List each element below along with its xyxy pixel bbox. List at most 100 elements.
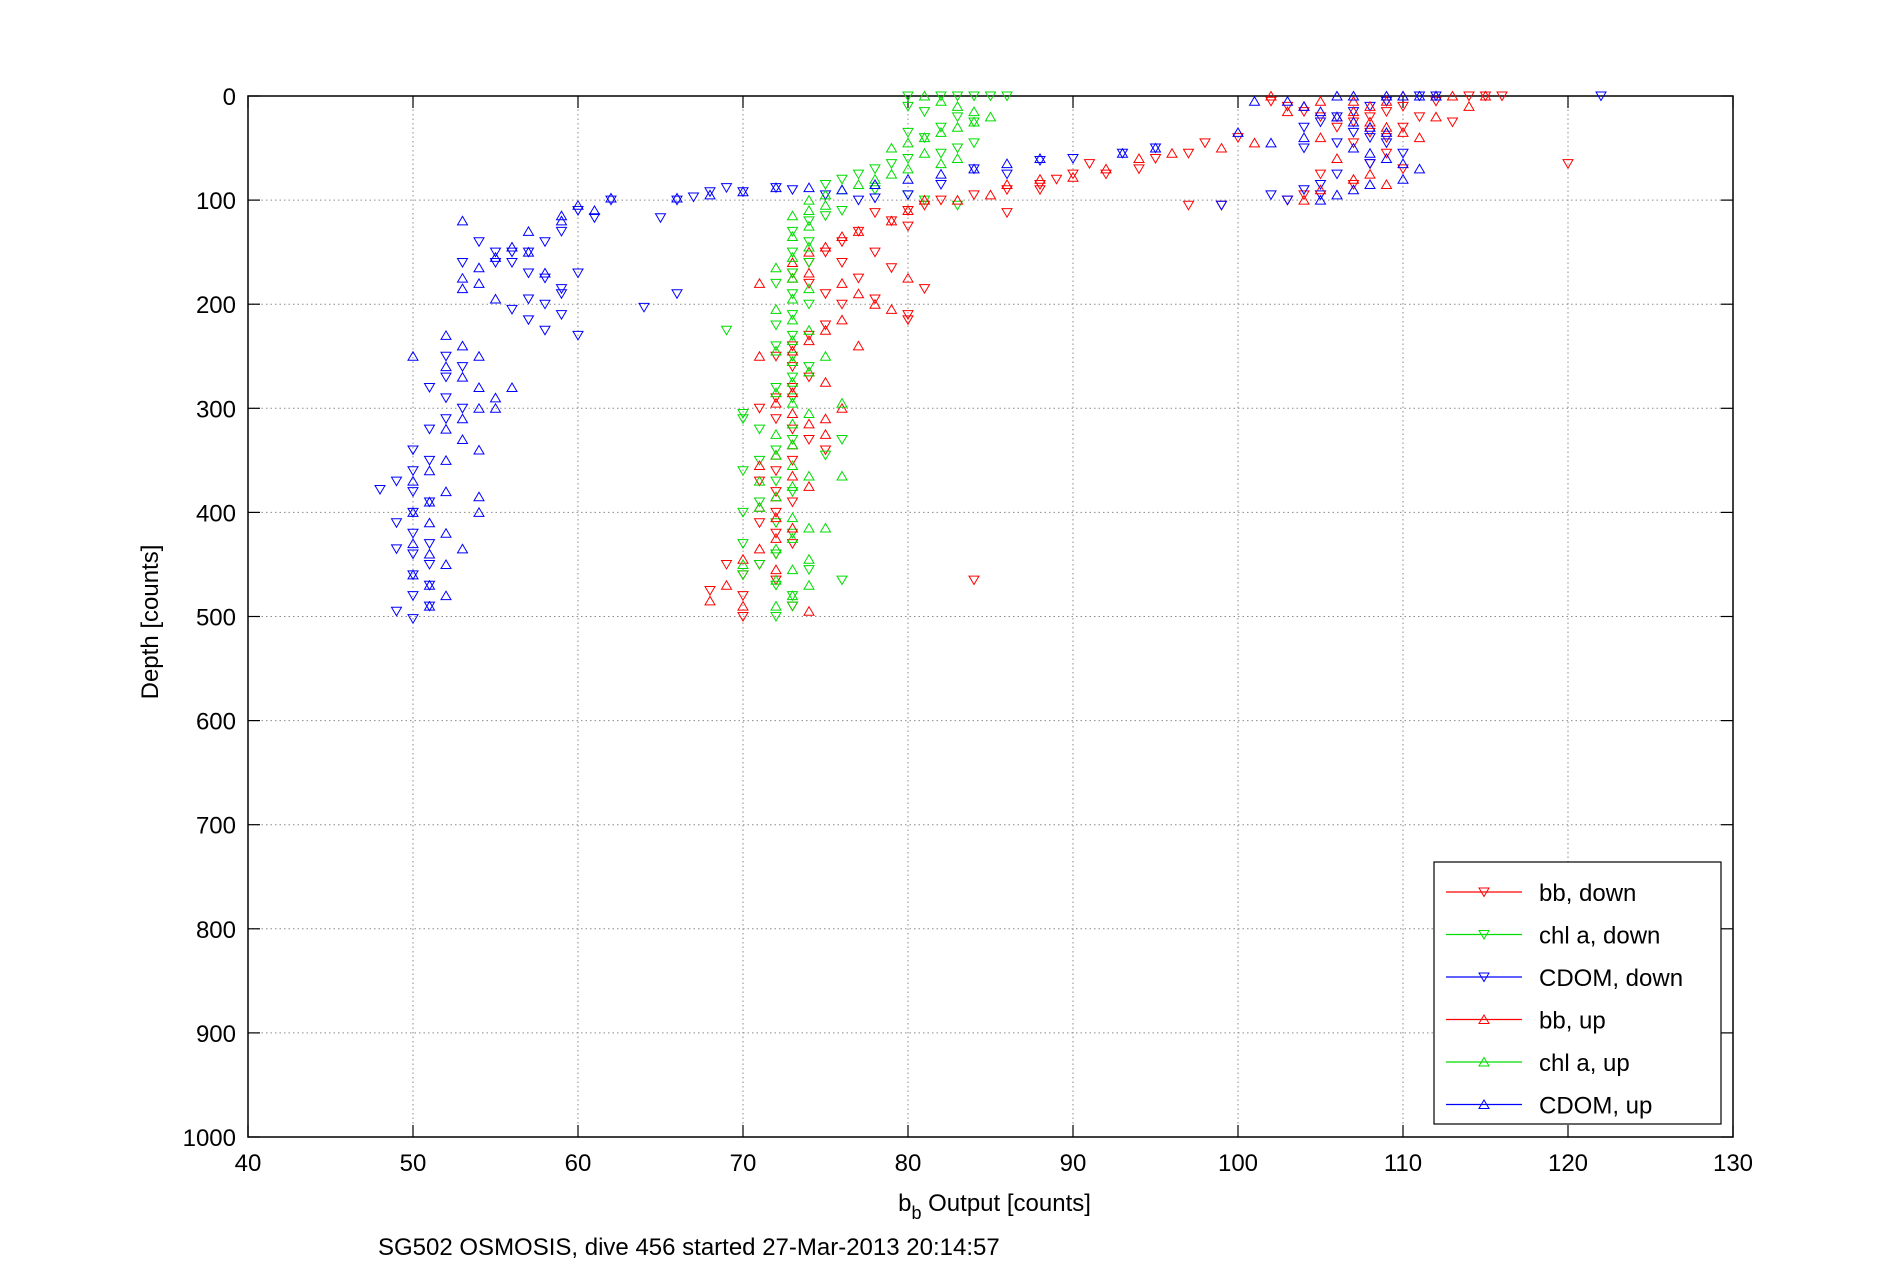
data-point: [407, 487, 419, 498]
data-point: [819, 241, 832, 252]
data-point: [1380, 95, 1393, 106]
data-point: [1314, 106, 1327, 117]
data-point: [786, 418, 799, 429]
data-point: [1281, 101, 1294, 112]
data-point: [753, 424, 766, 435]
data-point: [803, 470, 815, 481]
data-point: [902, 127, 914, 138]
data-point: [770, 445, 782, 456]
data-point: [918, 200, 931, 211]
legend-marker: [1478, 1014, 1490, 1024]
data-point: [1331, 152, 1343, 163]
data-point: [819, 522, 832, 533]
data-point: [935, 158, 947, 169]
data-point: [803, 522, 815, 533]
x-tick-label: 90: [1060, 1150, 1087, 1177]
data-point: [885, 142, 898, 153]
data-point: [753, 559, 766, 570]
data-point: [770, 600, 782, 611]
x-axis-label-main: b: [898, 1190, 911, 1217]
data-point: [489, 293, 502, 304]
data-point: [407, 466, 419, 477]
data-point: [1133, 164, 1145, 175]
data-point: [803, 362, 815, 373]
data-point: [1298, 143, 1310, 154]
data-point: [786, 231, 799, 242]
data-point: [1380, 107, 1393, 118]
data-point: [737, 409, 749, 419]
data-point: [770, 487, 782, 498]
data-point: [836, 435, 848, 446]
data-point: [506, 304, 518, 315]
data-point: [786, 382, 799, 393]
data-point: [803, 324, 815, 335]
data-point: [770, 518, 782, 529]
data-point: [852, 340, 865, 351]
data-point: [770, 387, 782, 398]
data-point: [770, 564, 782, 575]
data-point: [786, 564, 799, 575]
data-point: [803, 418, 815, 429]
data-point: [836, 174, 848, 185]
data-point: [836, 314, 848, 325]
data-point: [1166, 147, 1178, 158]
x-tick-label: 50: [400, 1150, 427, 1177]
data-point: [786, 372, 799, 383]
data-point: [786, 335, 799, 346]
data-point: [869, 247, 881, 258]
data-point: [456, 413, 469, 424]
data-point: [407, 475, 419, 486]
data-point: [819, 324, 832, 335]
data-point: [1380, 133, 1393, 144]
data-point: [770, 574, 782, 585]
data-point: [1298, 100, 1310, 111]
data-point: [753, 497, 766, 508]
data-point: [869, 294, 881, 305]
data-point: [753, 501, 766, 512]
data-point: [390, 476, 403, 487]
data-point: [852, 273, 865, 284]
data-point: [423, 600, 436, 611]
data-point: [489, 392, 502, 403]
data-point: [803, 182, 815, 193]
data-point: [1364, 159, 1376, 170]
data-point: [1397, 148, 1409, 159]
data-point: [786, 590, 799, 601]
data-point: [819, 289, 832, 300]
data-point: [1331, 111, 1343, 122]
data-point: [423, 455, 436, 466]
data-point: [753, 460, 766, 471]
data-point: [951, 121, 964, 132]
y-tick-label: 100: [196, 188, 236, 215]
data-point: [423, 465, 436, 476]
y-tick-label: 700: [196, 813, 236, 840]
data-point: [803, 205, 815, 216]
y-tick-label: 300: [196, 396, 236, 423]
data-point: [1397, 90, 1409, 101]
data-point: [918, 90, 931, 101]
data-point: [984, 189, 997, 200]
data-point: [440, 393, 452, 404]
data-point: [803, 605, 815, 616]
data-point: [1314, 169, 1327, 180]
data-point: [423, 496, 436, 507]
data-point: [819, 179, 832, 190]
data-point: [951, 152, 964, 163]
data-point: [1265, 96, 1277, 107]
data-point: [720, 325, 733, 336]
data-point: [1364, 168, 1376, 179]
data-point: [786, 601, 799, 612]
legend-label: bb, up: [1539, 1008, 1606, 1035]
legend-marker: [1478, 930, 1490, 940]
data-point: [605, 192, 617, 203]
data-point: [786, 185, 799, 196]
data-point: [1347, 173, 1360, 184]
data-point: [1364, 100, 1376, 111]
data-point: [786, 539, 799, 550]
data-point: [918, 284, 931, 295]
x-tick-label: 80: [895, 1150, 922, 1177]
data-point: [1232, 126, 1244, 137]
data-point: [803, 267, 815, 278]
data-point: [572, 206, 584, 216]
data-point: [819, 211, 832, 222]
